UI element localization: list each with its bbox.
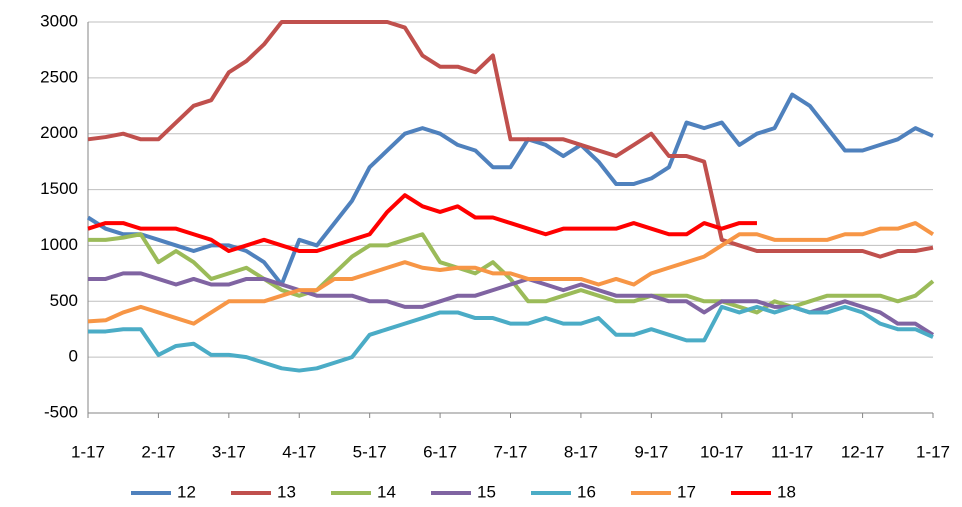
x-tick-label: 1-17	[71, 442, 105, 461]
x-tick-label: 5-17	[353, 442, 387, 461]
y-tick-label: 0	[69, 347, 78, 366]
series-line	[87, 193, 757, 254]
legend-label: 15	[477, 482, 496, 501]
x-tick-label: 6-17	[423, 442, 457, 461]
x-tick-label: 4-17	[282, 442, 316, 461]
y-tick-label: 500	[50, 291, 78, 310]
legend-label: 18	[777, 482, 796, 501]
legend-label: 14	[377, 482, 396, 501]
x-tick-label: 7-17	[493, 442, 527, 461]
series-line	[86, 92, 934, 287]
series-line	[87, 221, 935, 326]
legend-label: 12	[177, 482, 196, 501]
x-tick-label: 9-17	[634, 442, 668, 461]
legend-label: 16	[577, 482, 596, 501]
y-tick-label: -500	[44, 402, 78, 421]
x-tick-label: 10-17	[700, 442, 743, 461]
y-tick-label: 3000	[40, 11, 78, 30]
y-tick-label: 2000	[40, 123, 78, 142]
y-tick-label: 2500	[40, 67, 78, 86]
series-line	[88, 304, 934, 373]
x-tick-label: 11-17	[771, 442, 813, 461]
legend-label: 17	[677, 482, 696, 501]
x-tick-label: 3-17	[212, 442, 246, 461]
x-tick-label: 12-17	[841, 442, 884, 461]
x-tick-label: 2-17	[141, 442, 175, 461]
y-tick-label: 1000	[40, 235, 78, 254]
series-line	[87, 20, 934, 259]
y-tick-label: 1500	[40, 179, 78, 198]
x-tick-label: 8-17	[564, 442, 598, 461]
legend-label: 13	[277, 482, 296, 501]
x-tick-label: 1-17	[916, 442, 950, 461]
